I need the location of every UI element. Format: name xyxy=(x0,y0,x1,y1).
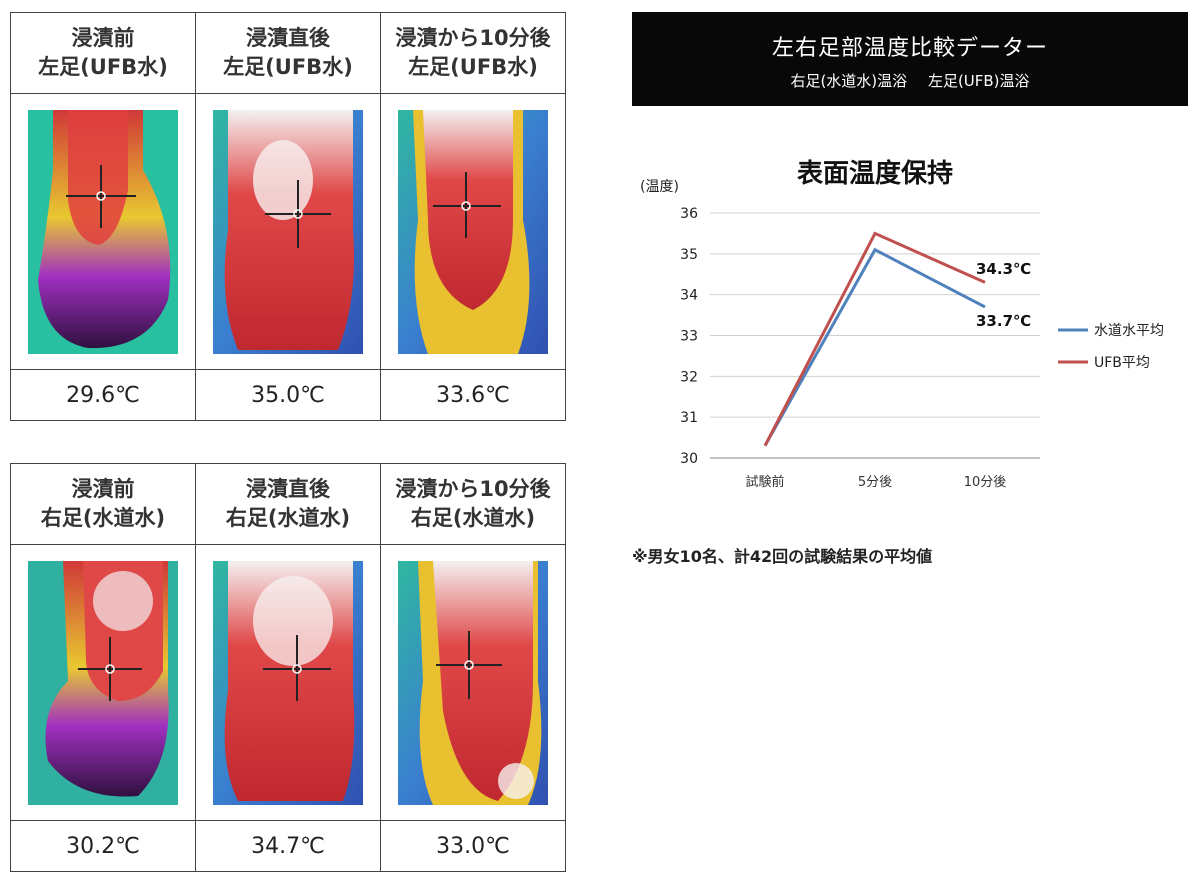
thermal-image-left-before xyxy=(28,109,178,354)
right-foot-header-after: 浸漬直後 右足(水道水) xyxy=(195,463,381,545)
banner-subtitle: 右足(水道水)温浴 左足(UFB)温浴 xyxy=(632,70,1188,91)
right-foot-temp-10min: 33.0℃ xyxy=(380,820,566,872)
banner-subtitle-left: 左足(UFB)温浴 xyxy=(927,72,1030,90)
surface-temperature-chart: 表面温度保持 (温度) 30 31 32 33 34 35 36 試験前 5分後 10分後 34… xyxy=(640,158,1164,490)
chart-legend: 水道水平均 UFB平均 xyxy=(1058,323,1164,371)
left-foot-thermal-cell xyxy=(380,93,566,370)
banner-subtitle-right: 右足(水道水)温浴 xyxy=(790,72,908,90)
y-tick-label: 34 xyxy=(680,288,698,304)
chart-title: 表面温度保持 xyxy=(797,158,953,189)
left-foot-thermal-cell xyxy=(10,93,196,370)
series-line-1 xyxy=(763,231,986,447)
legend-tap-water-label: 水道水平均 xyxy=(1094,323,1164,339)
right-foot-header-10min: 浸漬から10分後 右足(水道水) xyxy=(380,463,566,545)
left-foot-header-after: 浸漬直後 左足(UFB水) xyxy=(195,12,381,94)
footnote: ※男女10名、計42回の試験結果の平均値 xyxy=(632,547,933,566)
chart-grid xyxy=(710,212,1040,459)
left-foot-temp-10min: 33.6℃ xyxy=(380,369,566,421)
series-line-0 xyxy=(763,247,986,447)
y-tick-label: 31 xyxy=(680,410,698,426)
y-tick-label: 36 xyxy=(680,206,698,222)
y-tick-label: 33 xyxy=(680,329,698,345)
thermal-image-right-after xyxy=(213,560,363,805)
left-foot-temp-after: 35.0℃ xyxy=(195,369,381,421)
left-foot-temp-before: 29.6℃ xyxy=(10,369,196,421)
right-foot-temp-after: 34.7℃ xyxy=(195,820,381,872)
right-foot-grid: 浸漬前 右足(水道水) 浸漬直後 右足(水道水) 浸漬から10分後 右足(水道水) xyxy=(10,463,566,872)
x-tick-label: 5分後 xyxy=(858,475,892,490)
right-foot-temp-before: 30.2℃ xyxy=(10,820,196,872)
y-tick-label: 30 xyxy=(680,451,698,467)
y-axis-label: (温度) xyxy=(640,179,679,195)
left-foot-header-10min: 浸漬から10分後 左足(UFB水) xyxy=(380,12,566,94)
left-foot-grid: 浸漬前 左足(UFB水) 浸漬直後 左足(UFB水) 浸漬から10分後 左足(UFB水… xyxy=(10,12,566,421)
x-tick-label: 試験前 xyxy=(745,474,784,490)
x-tick-labels: 試験前 5分後 10分後 xyxy=(745,474,1006,490)
y-tick-labels: 30 31 32 33 34 35 36 xyxy=(680,206,698,467)
banner-title: 左右足部温度比較データー xyxy=(771,36,1048,61)
thermal-image-left-10min xyxy=(398,109,548,354)
right-foot-thermal-cell xyxy=(10,544,196,821)
right-foot-thermal-cell xyxy=(380,544,566,821)
legend-ufb-label: UFB平均 xyxy=(1094,355,1150,371)
annotation-tap-10min: 33.7℃ xyxy=(976,312,1031,330)
left-foot-thermal-cell xyxy=(195,93,381,370)
x-tick-label: 10分後 xyxy=(964,475,1007,490)
right-foot-thermal-cell xyxy=(195,544,381,821)
thermal-image-right-10min xyxy=(398,560,548,805)
y-tick-label: 32 xyxy=(680,369,698,385)
y-tick-label: 35 xyxy=(680,247,698,263)
right-foot-header-before: 浸漬前 右足(水道水) xyxy=(10,463,196,545)
left-foot-header-before: 浸漬前 左足(UFB水) xyxy=(10,12,196,94)
chart-series xyxy=(763,231,986,447)
thermal-image-left-after xyxy=(213,109,363,354)
thermal-image-right-before xyxy=(28,560,178,805)
comparison-banner: 左右足部温度比較データー 右足(水道水)温浴 左足(UFB)温浴 xyxy=(632,12,1188,106)
annotation-ufb-10min: 34.3℃ xyxy=(976,260,1031,278)
